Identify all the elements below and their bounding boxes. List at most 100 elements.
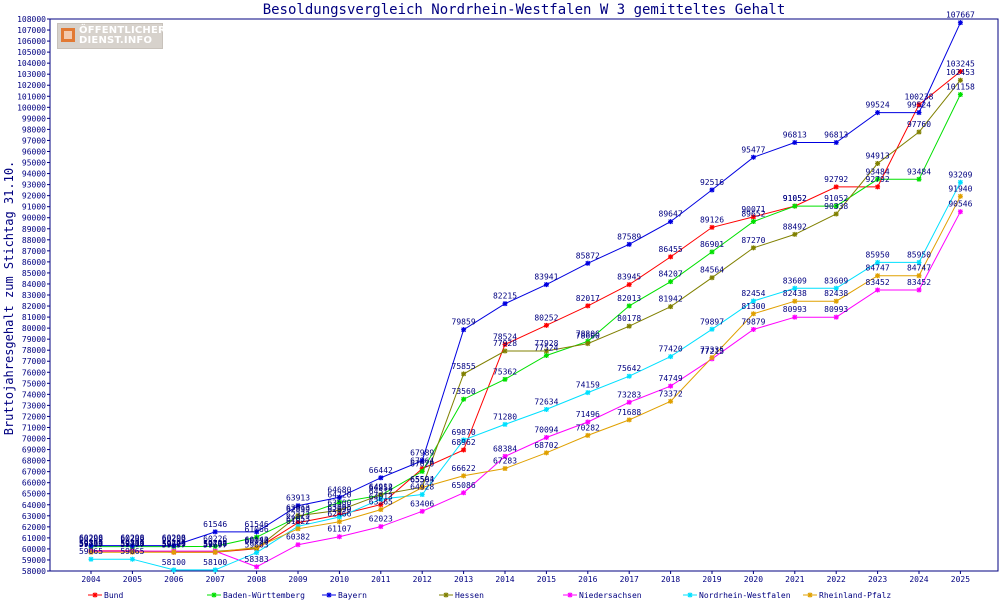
data-label-baden-wuerttemberg: 86901 — [700, 240, 724, 249]
data-label-hessen: 60050 — [245, 536, 269, 545]
data-label-rheinland-pfalz: 84747 — [907, 264, 931, 273]
y-tick-label: 78000 — [22, 346, 46, 355]
y-tick-label: 99000 — [22, 114, 46, 123]
y-tick-label: 87000 — [22, 247, 46, 256]
y-tick-label: 83000 — [22, 291, 46, 300]
y-tick-label: 101000 — [17, 92, 46, 101]
x-tick-label: 2014 — [495, 575, 514, 584]
data-label-niedersachsen: 59799 — [79, 539, 103, 548]
data-label-rheinland-pfalz: 81300 — [741, 302, 765, 311]
data-label-rheinland-pfalz: 70282 — [576, 423, 600, 432]
data-label-hessen: 59776 — [120, 539, 144, 548]
data-point-hessen — [378, 492, 384, 498]
data-label-niedersachsen: 73283 — [617, 390, 641, 399]
data-label-rheinland-pfalz: 91940 — [948, 184, 972, 193]
data-label-bayern: 79859 — [452, 318, 476, 327]
data-point-bayern — [129, 543, 135, 549]
data-label-bayern: 60298 — [120, 534, 144, 543]
series-lines — [88, 20, 963, 573]
data-label-bund: 62373 — [286, 511, 310, 520]
data-label-bayern: 67989 — [410, 449, 434, 458]
data-point-nordrhein-westfalen — [668, 354, 674, 360]
data-label-nordrhein-westfalen: 59663 — [245, 541, 269, 550]
data-label-nordrhein-westfalen: 64512 — [369, 487, 393, 496]
data-label-niedersachsen: 70094 — [534, 425, 558, 434]
data-label-bund: 64013 — [369, 493, 393, 502]
data-point-niedersachsen — [626, 399, 632, 405]
data-point-niedersachsen — [295, 542, 301, 548]
data-label-bund: 103245 — [946, 59, 975, 68]
data-point-rheinland-pfalz — [212, 549, 218, 555]
data-label-baden-wuerttemberg: 60209 — [120, 535, 144, 544]
series-line-bayern — [91, 22, 961, 547]
data-label-baden-wuerttemberg: 60226 — [203, 534, 227, 543]
data-label-bayern: 95477 — [741, 145, 765, 154]
data-point-baden-wuerttemberg — [957, 92, 963, 98]
data-point-baden-wuerttemberg — [543, 352, 549, 358]
y-tick-label: 94000 — [22, 170, 46, 179]
data-label-bund: 92792 — [866, 175, 890, 184]
y-tick-label: 79000 — [22, 335, 46, 344]
x-tick-label: 2010 — [330, 575, 349, 584]
y-tick-label: 93000 — [22, 181, 46, 190]
x-tick-label: 2004 — [81, 575, 100, 584]
x-tick-label: 2025 — [951, 575, 970, 584]
data-label-rheinland-pfalz: 84747 — [866, 264, 890, 273]
x-tick-label: 2006 — [164, 575, 183, 584]
data-point-bayern — [212, 529, 218, 535]
data-point-rheinland-pfalz — [543, 450, 549, 456]
data-point-hessen — [792, 231, 798, 237]
data-point-bayern — [916, 110, 922, 116]
data-point-niedersachsen — [916, 287, 922, 293]
oeffentlicher-dienst-logo: ÖFFENTLICHER DIENST.INFO — [57, 23, 166, 49]
data-point-nordrhein-westfalen — [709, 326, 715, 332]
data-point-rheinland-pfalz — [709, 355, 715, 361]
data-label-bund: 67264 — [410, 457, 434, 466]
data-label-nordrhein-westfalen: 71280 — [493, 412, 517, 421]
data-label-hessen: 77928 — [493, 339, 517, 348]
data-point-nordrhein-westfalen — [585, 390, 591, 396]
y-tick-label: 62000 — [22, 523, 46, 532]
data-label-niedersachsen: 61107 — [327, 525, 351, 534]
data-label-bayern: 96813 — [783, 131, 807, 140]
data-point-bund — [502, 341, 508, 347]
data-label-baden-wuerttemberg: 75362 — [493, 367, 517, 376]
data-label-nordrhein-westfalen: 69870 — [452, 428, 476, 437]
y-tick-label: 63000 — [22, 512, 46, 521]
data-point-rheinland-pfalz — [875, 273, 881, 279]
y-tick-label: 73000 — [22, 401, 46, 410]
data-label-hessen: 64912 — [369, 483, 393, 492]
y-tick-label: 104000 — [17, 59, 46, 68]
data-label-nordrhein-westfalen: 59065 — [79, 547, 103, 556]
y-tick-label: 76000 — [22, 368, 46, 377]
data-point-niedersachsen — [668, 383, 674, 389]
data-point-nordrhein-westfalen — [750, 298, 756, 304]
data-label-baden-wuerttemberg: 73560 — [452, 387, 476, 396]
data-label-bayern: 99524 — [907, 101, 931, 110]
data-point-bund — [750, 214, 756, 220]
data-labels: 59835 59835 59697 59697 60023 62373 63095 64013… — [79, 11, 975, 567]
data-point-niedersachsen — [502, 453, 508, 459]
data-label-hessen: 97760 — [907, 120, 931, 129]
x-axis-ticks: 2004 2005 2006 2007 2008 2009 2010 2011 2012 2013… — [81, 571, 970, 584]
y-tick-label: 97000 — [22, 136, 46, 145]
data-label-nordrhein-westfalen: 77420 — [659, 345, 683, 354]
legend-marker-bayern — [326, 592, 332, 598]
data-label-bayern: 107667 — [946, 11, 975, 20]
data-point-hessen — [626, 323, 632, 329]
data-label-bayern: 85872 — [576, 251, 600, 260]
data-label-nordrhein-westfalen: 83609 — [783, 276, 807, 285]
data-label-baden-wuerttemberg: 67020 — [410, 459, 434, 468]
data-point-bayern — [585, 260, 591, 266]
data-point-hessen — [875, 160, 881, 166]
data-point-bayern — [254, 529, 260, 535]
series-line-rheinland-pfalz — [91, 196, 961, 553]
y-tick-label: 95000 — [22, 159, 46, 168]
data-point-niedersachsen — [792, 314, 798, 320]
data-label-nordrhein-westfalen: 75642 — [617, 364, 641, 373]
data-point-hessen — [461, 371, 467, 377]
data-label-bayern: 61546 — [203, 520, 227, 529]
data-label-nordrhein-westfalen: 82454 — [741, 289, 765, 298]
data-label-niedersachsen: 79879 — [741, 317, 765, 326]
data-label-hessen: 88492 — [783, 222, 807, 231]
